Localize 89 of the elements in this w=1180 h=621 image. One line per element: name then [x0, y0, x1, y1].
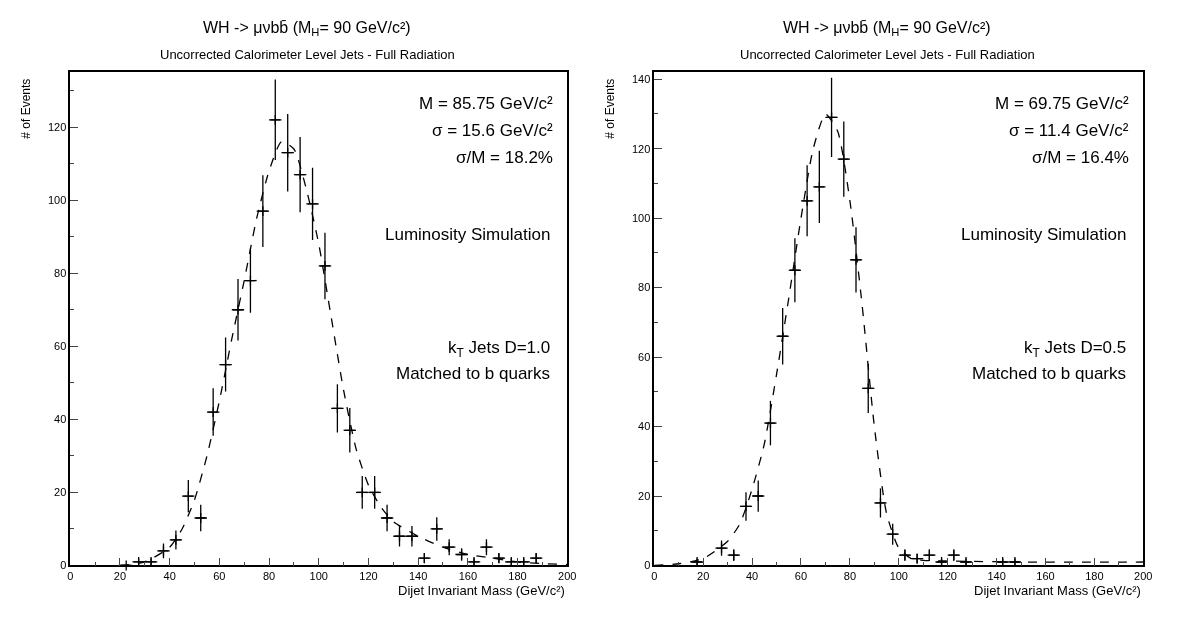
- y-tick-label: 20: [638, 489, 651, 502]
- x-tick-label: 20: [113, 570, 127, 583]
- point: [220, 359, 232, 371]
- y-tick-label: 0: [60, 559, 67, 572]
- y-tick-label: 0: [644, 559, 651, 572]
- x-tick-label: 40: [745, 570, 759, 583]
- point: [170, 534, 182, 546]
- point: [480, 541, 493, 553]
- point: [282, 147, 294, 159]
- point: [789, 264, 801, 276]
- x-tick-label: 80: [843, 570, 857, 583]
- point: [182, 490, 194, 502]
- y-tick-label: 100: [48, 194, 67, 206]
- annotation: Luminosity Simulation: [961, 225, 1127, 244]
- point: [887, 528, 899, 540]
- x-tick-label: 100: [309, 570, 328, 583]
- point: [911, 552, 923, 565]
- point: [157, 545, 170, 557]
- x-tick-label: 60: [213, 570, 226, 583]
- point: [838, 153, 850, 165]
- y-tick-label: 40: [54, 413, 67, 426]
- x-tick-label: 120: [938, 570, 957, 583]
- x-tick-label: 140: [408, 570, 428, 583]
- annotation: Matched to b quarks: [972, 364, 1127, 383]
- point: [269, 114, 281, 126]
- y-tick-label: 80: [638, 281, 651, 294]
- chart-title: WH -> μνbb̄ (M$_{H}$= 90 GeV/c²): [203, 19, 411, 39]
- y-tick-label: 80: [54, 267, 67, 280]
- point: [764, 417, 776, 429]
- annotation: M = 69.75 GeV/c²: [995, 94, 1130, 113]
- x-tick-label: 180: [1085, 570, 1104, 583]
- annotation: σ/M = 18.2%: [456, 148, 553, 167]
- x-tick-label: 120: [359, 570, 378, 583]
- annotation: k$_{T}$ Jets D=1.0: [448, 338, 551, 360]
- x-tick-label: 200: [558, 570, 577, 583]
- x-tick-label: 80: [262, 570, 276, 583]
- annotation: Luminosity Simulation: [385, 225, 551, 244]
- point: [195, 512, 207, 524]
- y-axis-title: # of Events: [18, 78, 33, 139]
- annotation: σ = 11.4 GeV/c²: [1009, 121, 1129, 140]
- point: [862, 382, 874, 394]
- x-tick-label: 140: [987, 570, 1006, 583]
- point: [752, 490, 764, 502]
- point: [294, 169, 306, 181]
- y-tick-label: 20: [54, 486, 67, 499]
- x-axis-title: Dijet Invariant Mass (GeV/c²): [974, 583, 1141, 598]
- x-tick-label: 40: [163, 570, 176, 583]
- y-tick-label: 120: [632, 142, 651, 155]
- x-tick-label: 100: [889, 570, 908, 583]
- y-tick-label: 60: [638, 350, 651, 363]
- x-tick-label: 180: [508, 570, 527, 583]
- y-tick-label: 140: [632, 73, 651, 86]
- point: [307, 198, 319, 210]
- chart-subtitle: Uncorrected Calorimeter Level Jets - Full Radiation: [740, 47, 1035, 62]
- annotation: σ = 15.6 GeV/c²: [432, 121, 553, 140]
- point: [874, 497, 887, 509]
- point: [813, 181, 825, 193]
- annotation: k$_{T}$ Jets D=0.5: [1024, 338, 1127, 360]
- y-tick-label: 60: [54, 340, 67, 353]
- point: [418, 552, 430, 564]
- point: [232, 304, 244, 316]
- annotation: M = 85.75 GeV/c²: [419, 94, 554, 113]
- x-tick-label: 200: [1134, 570, 1153, 583]
- x-tick-label: 160: [1036, 570, 1055, 583]
- point: [530, 552, 542, 564]
- chart-subtitle: Uncorrected Calorimeter Level Jets - Full Radiation: [160, 47, 455, 62]
- point: [740, 500, 752, 512]
- annotation: Matched to b quarks: [396, 364, 551, 383]
- y-tick-label: 100: [632, 212, 651, 225]
- point: [207, 406, 219, 418]
- y-tick-label: 40: [638, 420, 651, 433]
- point: [431, 523, 443, 535]
- x-tick-label: 20: [697, 570, 710, 583]
- point: [715, 542, 728, 554]
- point: [331, 402, 343, 414]
- point: [850, 254, 862, 266]
- chart-title: WH -> μνbb̄ (M$_{H}$= 90 GeV/c²): [783, 19, 991, 39]
- y-axis-title: # of Events: [602, 78, 617, 139]
- x-axis-title: Dijet Invariant Mass (GeV/c²): [398, 583, 565, 598]
- point: [244, 274, 256, 287]
- y-tick-label: 120: [48, 120, 67, 133]
- x-tick-label: 160: [458, 570, 478, 583]
- point: [443, 541, 455, 553]
- point: [801, 195, 813, 207]
- point: [319, 260, 331, 272]
- point: [381, 512, 393, 524]
- point: [344, 424, 356, 436]
- annotation: σ/M = 16.4%: [1032, 148, 1129, 167]
- x-tick-label: 60: [794, 570, 808, 583]
